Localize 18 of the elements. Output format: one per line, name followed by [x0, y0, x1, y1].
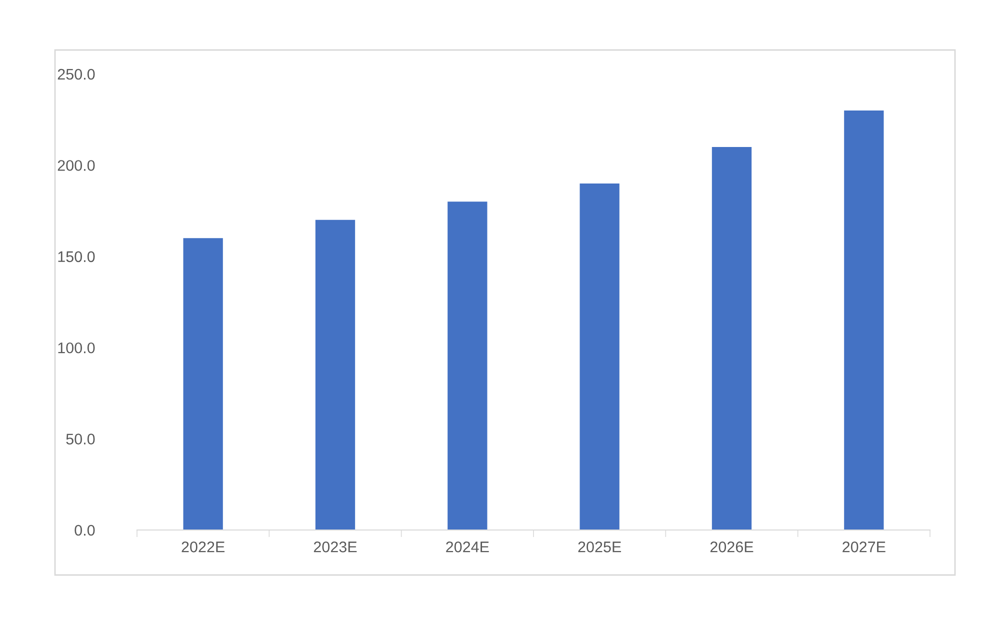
x-tick-label: 2022E	[182, 542, 225, 552]
y-tick-label: 0.0	[74, 524, 95, 536]
y-tick-label: 250.0	[58, 68, 95, 80]
x-tick-label: 2026E	[710, 542, 754, 552]
x-tick-label: 2024E	[446, 542, 489, 552]
x-tick-label: 2027E	[842, 542, 886, 552]
y-tick-label: 150.0	[58, 251, 95, 262]
y-tick-label: 200.0	[58, 160, 95, 171]
bar	[448, 202, 488, 530]
y-tick-label: 100.0	[58, 342, 95, 354]
x-tick-label: 2023E	[314, 542, 357, 552]
bar	[580, 183, 620, 530]
bar	[315, 220, 356, 530]
bar	[712, 146, 752, 530]
bar	[183, 238, 223, 530]
bar	[844, 110, 884, 530]
y-tick-label: 50.0	[66, 434, 95, 444]
x-tick-label: 2025E	[578, 542, 622, 552]
